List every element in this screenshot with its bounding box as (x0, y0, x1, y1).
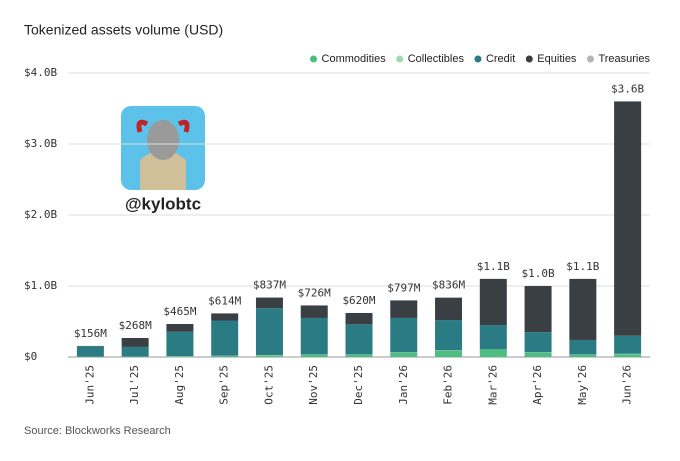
bar-segment (479, 278, 507, 326)
x-tick-label: Sep'25 (218, 365, 231, 405)
total-label: $3.6B (611, 82, 644, 95)
bar-segment (435, 297, 463, 321)
bar-segment (166, 356, 194, 357)
bar-segment (390, 317, 418, 353)
legend-swatch (586, 55, 594, 63)
x-tick-label: Jun'25 (83, 365, 96, 405)
watermark-avatar (121, 106, 205, 190)
x-tick-label: Aug'25 (173, 365, 186, 405)
legend-label: Commodities (322, 53, 387, 65)
y-tick-label: $2.0B (24, 208, 57, 221)
bar-segment (524, 332, 552, 353)
x-tick-label: Jun'26 (621, 365, 634, 405)
bar-segment (435, 350, 463, 357)
y-tick-label: $3.0B (24, 137, 57, 150)
y-tick-label: $1.0B (24, 279, 57, 292)
bar-segment (614, 335, 642, 354)
legend-label: Collectibles (408, 53, 465, 65)
total-label: $156M (74, 327, 107, 340)
bar-segment (211, 320, 239, 356)
total-label: $797M (387, 281, 420, 294)
bar-segment (569, 278, 597, 340)
bar-segment (479, 349, 507, 357)
total-label: $726M (298, 286, 331, 299)
x-tick-label: Oct'25 (262, 365, 275, 405)
bar-segment (300, 354, 328, 357)
bar-segment (255, 297, 283, 309)
x-tick-label: Apr'26 (531, 365, 544, 405)
bar-segment (121, 346, 149, 357)
y-tick-label: $4.0B (24, 66, 57, 79)
bar-segment (211, 313, 239, 321)
legend-swatch (310, 55, 318, 63)
total-label: $268M (119, 319, 152, 332)
bar-segment (166, 331, 194, 357)
bar-segment (524, 286, 552, 333)
source: Source: Blockworks Research (24, 425, 171, 437)
x-tick-label: Mar'26 (486, 365, 499, 405)
chart-title: Tokenized assets volume (USD) (24, 22, 223, 38)
legend-swatch (525, 55, 533, 63)
bar-segment (255, 308, 283, 356)
bar-segment (345, 354, 373, 357)
legend-swatch (396, 55, 404, 63)
bar-segment (76, 346, 104, 357)
x-tick-label: Jan'26 (397, 365, 410, 405)
bar-segment (524, 352, 552, 357)
bar-segment (569, 339, 597, 355)
bar-segment (479, 325, 507, 350)
total-label: $1.1B (566, 260, 599, 273)
bar-segment (211, 356, 239, 357)
bar-segment (569, 354, 597, 357)
total-label: $1.1B (477, 260, 510, 273)
legend-label: Treasuries (598, 53, 650, 65)
x-tick-label: May'26 (576, 365, 589, 405)
bar-segment (255, 355, 283, 357)
legend-swatch (474, 55, 482, 63)
legend-label: Equities (537, 53, 577, 65)
total-label: $836M (432, 279, 465, 292)
bar-segment (390, 352, 418, 357)
bar-segment (614, 354, 642, 357)
bar-segment (121, 337, 149, 347)
x-tick-label: Jul'25 (128, 365, 141, 405)
bar-segment (300, 317, 328, 355)
bar-segment (435, 320, 463, 351)
bar-segment (345, 324, 373, 355)
total-label: $620M (342, 294, 375, 307)
total-label: $837M (253, 279, 286, 292)
bar-segment (390, 300, 418, 318)
y-tick-label: $0 (24, 350, 37, 363)
total-label: $465M (163, 305, 196, 318)
bar-segment (166, 323, 194, 332)
watermark: @kylobtc (125, 194, 201, 213)
x-tick-label: Dec'25 (352, 365, 365, 405)
total-label: $614M (208, 294, 241, 307)
total-label: $1.0B (522, 267, 555, 280)
bar-segment (614, 101, 642, 336)
legend-label: Credit (486, 53, 515, 65)
x-tick-label: Feb'26 (442, 365, 455, 405)
bar-segment (300, 305, 328, 318)
bar-segment (345, 312, 373, 325)
x-tick-label: Nov'25 (307, 365, 320, 405)
